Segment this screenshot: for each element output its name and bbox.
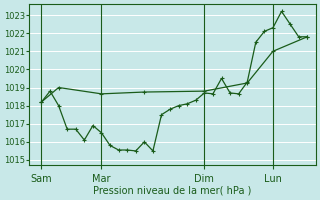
X-axis label: Pression niveau de la mer( hPa ): Pression niveau de la mer( hPa )	[93, 186, 252, 196]
